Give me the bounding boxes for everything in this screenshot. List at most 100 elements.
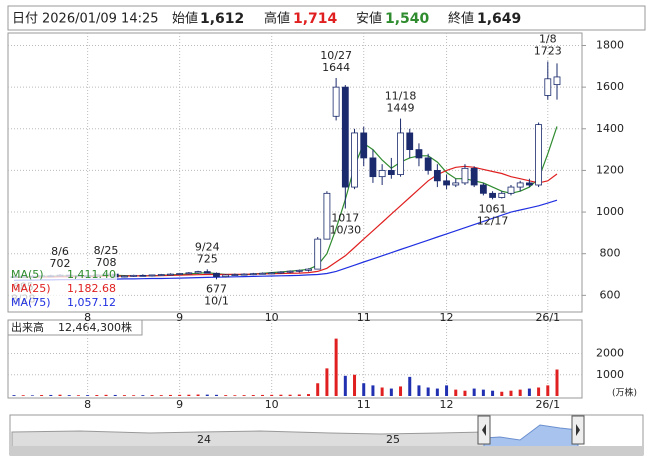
high-label: 高値: [264, 11, 290, 27]
volume-tick-label: 1000: [596, 368, 624, 381]
candle-body: [351, 132, 358, 188]
candle-body: [222, 274, 230, 278]
volume-bar: [399, 386, 403, 396]
candle-body: [268, 272, 276, 275]
volume-bar: [67, 395, 71, 396]
volume-bar: [380, 387, 384, 396]
price-panel: [7, 32, 583, 313]
volume-bar: [214, 394, 218, 396]
candle-body: [213, 272, 220, 278]
volume-bar: [104, 394, 108, 396]
annotation-value: 1449: [387, 102, 415, 115]
candle-body: [185, 272, 193, 275]
handle-arrow: [482, 424, 486, 436]
candle-body: [139, 274, 147, 277]
volume-bar: [168, 394, 172, 396]
volume-bar: [86, 395, 90, 396]
x-tick-label: 26/1: [535, 311, 560, 324]
annotation-date: 8/6: [51, 245, 69, 258]
candle-body: [479, 184, 487, 194]
y-tick-label: 1200: [596, 163, 624, 176]
legend-value: 1,057.12: [67, 296, 116, 309]
annotation-date: 1/8: [539, 33, 557, 46]
candle-body: [203, 271, 211, 274]
volume-bar: [417, 385, 421, 396]
candle-body: [544, 78, 552, 96]
legend-name: MA(75): [11, 296, 51, 309]
volume-bar: [224, 395, 228, 396]
navigator-label: 25: [386, 433, 400, 446]
annotation-date: 9/24: [195, 240, 220, 253]
volume-bar: [49, 394, 53, 396]
annotation-value: 725: [197, 252, 218, 265]
volume-bar: [279, 394, 283, 396]
x-tick-label: 11: [357, 311, 371, 324]
annotation-date: 10/30: [329, 224, 361, 237]
candle-body: [507, 186, 515, 194]
volume-bar: [527, 388, 531, 396]
volume-bar: [546, 385, 550, 396]
y-tick-label: 800: [600, 247, 621, 260]
low-value: 1,540: [385, 11, 430, 27]
candle-body: [470, 167, 478, 186]
date-label: 日付: [12, 12, 38, 27]
candle-body: [323, 192, 331, 240]
volume-bar: [122, 395, 126, 396]
handle-arrow: [576, 424, 580, 436]
x-tick-label: 9: [176, 398, 183, 411]
y-tick-label: 1400: [596, 122, 624, 135]
volume-panel: [7, 319, 583, 399]
candle-body: [157, 274, 165, 276]
annotation-date: 12/17: [477, 214, 509, 227]
candle-body: [176, 273, 184, 275]
annotation-value: 708: [96, 256, 117, 269]
candle-body: [397, 132, 404, 175]
candle-body: [148, 274, 156, 277]
candle-body: [433, 170, 441, 182]
volume-bar: [58, 394, 62, 396]
x-tick-label: 12: [440, 311, 454, 324]
annotation-date: 10/1: [204, 294, 229, 307]
candle-body: [360, 132, 368, 159]
candle-body: [121, 275, 128, 278]
candle-body: [332, 86, 340, 117]
volume-tick-label: 2000: [596, 347, 624, 360]
candle-body: [240, 273, 248, 276]
annotation-date: 8/25: [94, 244, 119, 257]
volume-bar: [371, 385, 375, 396]
legend-box: [9, 267, 117, 310]
volume-label-box: [7, 319, 143, 336]
navigator[interactable]: 24 25: [9, 414, 644, 456]
volume-bar: [270, 394, 274, 396]
x-tick-label: 10: [265, 398, 279, 411]
candle-body: [415, 149, 423, 159]
candle-body: [286, 270, 294, 273]
volume-bar: [205, 394, 209, 396]
legend-name: MA(25): [11, 282, 51, 295]
volume-bar: [343, 375, 347, 396]
volume-bar: [463, 390, 467, 396]
annotation-value: 1061: [479, 202, 507, 215]
annotation-date: 11/18: [385, 90, 417, 103]
candle-body: [498, 192, 506, 198]
volume-bar: [76, 395, 80, 396]
volume-bar: [288, 394, 292, 396]
y-tick-label: 600: [600, 288, 621, 301]
volume-bar: [251, 395, 255, 396]
candle-body: [341, 86, 349, 188]
volume-bar: [233, 395, 237, 396]
y-tick-label: 1600: [596, 80, 624, 93]
navigator-scrollbar[interactable]: [10, 446, 643, 455]
volume-bar: [435, 388, 439, 396]
candle-body: [424, 157, 432, 171]
candle-body: [259, 272, 266, 275]
volume-bar: [150, 395, 154, 396]
volume-bar: [307, 394, 311, 396]
annotation-date: 10/27: [320, 49, 352, 62]
high-value: 1,714: [293, 11, 338, 27]
y-tick-label: 1000: [596, 205, 624, 218]
candle-body: [130, 274, 138, 277]
annotation-value: 1644: [322, 61, 350, 74]
